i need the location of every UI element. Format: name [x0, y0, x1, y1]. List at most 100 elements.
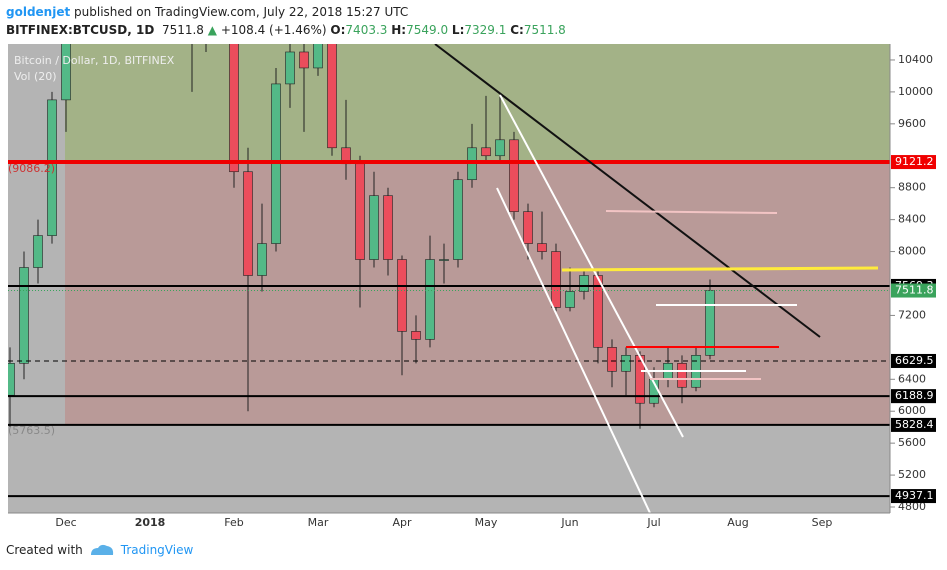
y-tick-label: 4800 — [898, 500, 926, 513]
candle-body — [383, 195, 393, 260]
o: 7403.3 — [345, 23, 388, 37]
candle-body — [47, 99, 57, 236]
x-tick-label: Mar — [308, 516, 329, 529]
level-label: 6188.9 — [895, 389, 934, 402]
level-label-bg — [891, 353, 936, 368]
candle-body — [579, 275, 589, 292]
level-label: 9121.2 — [895, 155, 934, 168]
x-tick-label: Jun — [560, 516, 578, 529]
price-axis — [890, 44, 947, 513]
level-label: 6629.5 — [895, 354, 934, 367]
candle-body — [33, 235, 43, 268]
candle-body — [453, 179, 463, 260]
symbol: BITFINEX:BTCUSD, 1D — [6, 23, 155, 37]
candle-body — [593, 275, 603, 348]
candle-body — [523, 211, 533, 244]
candle-body — [355, 163, 365, 260]
drawings — [434, 44, 879, 513]
logo — [90, 544, 113, 555]
x-tick-label: Dec — [55, 516, 76, 529]
candle-body — [621, 355, 631, 372]
x-tick-label: 2018 — [135, 516, 166, 529]
volume-label: Vol (20) — [14, 70, 57, 83]
zone-upper — [65, 44, 890, 163]
published: published on TradingView.com, July 22, 2… — [74, 5, 409, 19]
legend-title: Bitcoin / Dollar, 1D, BITFINEX — [14, 54, 175, 67]
y-tick-label: 5200 — [898, 468, 926, 481]
candle-body — [19, 267, 29, 364]
header-line: BITFINEX:BTCUSD, 1D 7511.8 ▲ +108.4 (+1.… — [6, 21, 566, 39]
last-price-bg — [891, 283, 936, 298]
y-tick-label: 6400 — [898, 372, 926, 385]
trend-line — [434, 44, 821, 338]
trend-line — [496, 187, 651, 513]
candle-body — [243, 171, 253, 276]
x-tick-label: Feb — [224, 516, 243, 529]
y-tick-label: 8800 — [898, 181, 926, 194]
drawn-line — [605, 210, 778, 214]
x-tick-label: Aug — [727, 516, 748, 529]
l-label: L: — [451, 23, 465, 37]
chart: Bitcoin / Dollar, 1D, BITFINEX Vol (20) … — [8, 0, 947, 529]
candle-body — [551, 251, 561, 308]
candle-body — [369, 195, 379, 260]
h: 7549.0 — [406, 23, 449, 37]
candle-body — [397, 259, 407, 332]
candle-body — [677, 363, 687, 388]
created-with: Created with — [6, 543, 83, 557]
author[interactable]: goldenjet — [6, 5, 71, 19]
y-tick-label: 8000 — [898, 245, 926, 258]
x-tick-label: Apr — [392, 516, 412, 529]
candle-body — [565, 291, 575, 308]
candle-body — [705, 290, 715, 356]
o-label: O: — [330, 23, 346, 37]
y-tick-label: 6000 — [898, 404, 926, 417]
candle-body — [509, 139, 519, 212]
candle-body — [202, 0, 211, 28]
change: +108.4 (+1.46%) — [220, 23, 327, 37]
x-tick-label: Jul — [646, 516, 660, 529]
candle-body — [257, 243, 267, 276]
candle-body — [439, 259, 449, 261]
level-label: 4937.1 — [895, 489, 934, 502]
level-label: 5828.4 — [895, 418, 934, 431]
y-tick-label: 5600 — [898, 436, 926, 449]
header-line: goldenjet published on TradingView.com, … — [6, 3, 566, 21]
candle-body — [425, 259, 435, 340]
annotation: (9086.2) — [8, 162, 55, 175]
level-label-bg — [891, 389, 936, 404]
level-label-bg — [891, 155, 936, 170]
header: goldenjet published on TradingView.com, … — [6, 3, 566, 39]
candle-body — [495, 139, 505, 157]
y-tick-label: 8400 — [898, 213, 926, 226]
candle-body — [327, 44, 337, 149]
last-price-label: 7511.8 — [895, 284, 934, 297]
candle-body — [285, 51, 295, 85]
y-tick-label: 10400 — [898, 53, 933, 66]
price: 7511.8 — [161, 23, 204, 37]
drawn-line — [561, 266, 879, 272]
level-label-bg — [891, 417, 936, 432]
candle-body — [607, 347, 617, 372]
l: 7329.1 — [464, 23, 507, 37]
candle-body — [216, 0, 225, 28]
annotation: (5763.5) — [8, 424, 55, 437]
candle-body — [229, 44, 239, 173]
candle-body — [537, 243, 547, 252]
candle-body — [313, 44, 323, 69]
y-tick-label: 10000 — [898, 85, 933, 98]
zone-middle — [65, 162, 890, 425]
c-label: C: — [510, 23, 524, 37]
y-tick-label: 9600 — [898, 117, 926, 130]
y-tick-label: 7200 — [898, 308, 926, 321]
candle-body — [411, 331, 421, 340]
candle-body — [299, 51, 309, 69]
x-tick-label: May — [475, 516, 498, 529]
brand[interactable]: TradingView — [120, 543, 194, 557]
candle-body — [481, 147, 491, 157]
x-tick-label: Sep — [812, 516, 833, 529]
candle-body — [8, 363, 15, 396]
footer: Created with TradingView — [6, 543, 193, 557]
level-label-bg — [891, 489, 936, 504]
